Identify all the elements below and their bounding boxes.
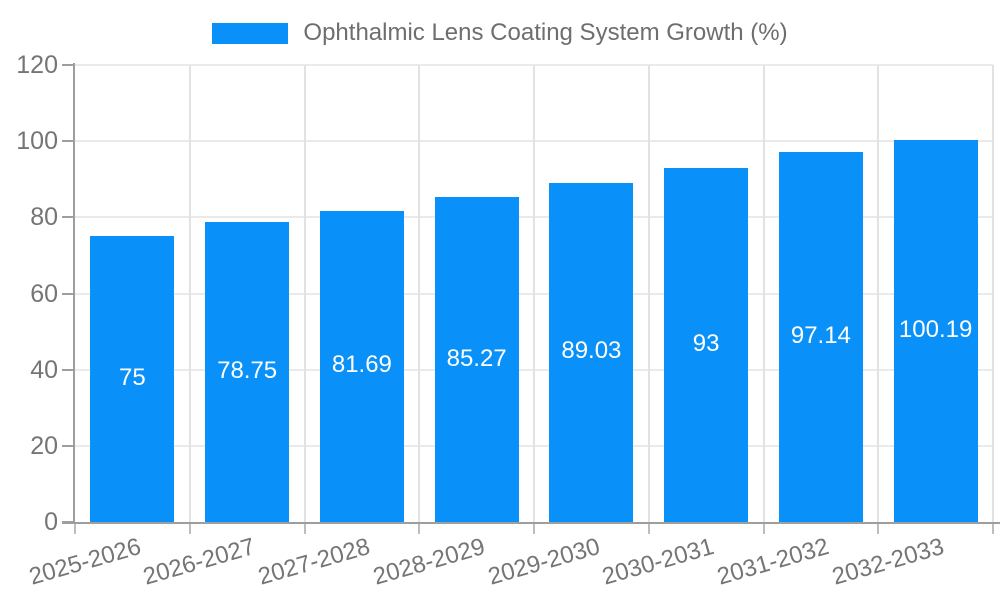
legend-label: Ophthalmic Lens Coating System Growth (%… [303, 19, 788, 46]
y-axis-tick [62, 216, 75, 219]
x-axis-tick [418, 522, 421, 534]
y-axis-tick [62, 140, 75, 143]
bar[interactable] [319, 210, 404, 522]
y-tick-label: 60 [30, 279, 58, 308]
y-axis-line [73, 63, 75, 522]
legend[interactable]: Ophthalmic Lens Coating System Growth (%… [0, 19, 1000, 47]
bar-value-label: 100.19 [898, 316, 973, 344]
gridline-vertical [762, 65, 765, 522]
y-axis-tick [62, 292, 75, 295]
y-tick-label: 40 [30, 355, 58, 384]
bar[interactable] [434, 197, 519, 522]
gridline-vertical [533, 65, 535, 522]
bar-value-label: 81.69 [331, 351, 392, 379]
x-tick-label: 2029-2030 [484, 533, 603, 591]
y-axis-tick [62, 64, 75, 66]
x-tick-label: 2025-2026 [25, 533, 144, 591]
x-axis-line [62, 522, 1000, 524]
x-axis-tick [303, 522, 306, 534]
gridline-vertical [992, 65, 994, 522]
bar-value-label: 75 [119, 364, 146, 392]
gridline-vertical [303, 65, 306, 522]
x-axis-tick [992, 522, 994, 534]
gridline-vertical [418, 65, 421, 522]
bar[interactable] [90, 236, 175, 522]
y-tick-label: 20 [30, 431, 58, 460]
bar-value-label: 97.14 [790, 322, 851, 350]
y-tick-label: 100 [16, 127, 58, 156]
x-tick-label: 2032-2033 [829, 533, 947, 591]
bar[interactable] [778, 152, 863, 522]
bar-value-label: 85.27 [446, 344, 507, 372]
x-axis-tick [647, 522, 650, 534]
bar-value-label: 93 [692, 329, 720, 357]
x-tick-label: 2028-2029 [370, 533, 488, 591]
bar-value-label: 89.03 [561, 337, 622, 365]
gridline-vertical [647, 65, 650, 522]
x-axis-tick [188, 522, 191, 534]
gridline-vertical [188, 65, 191, 522]
x-axis-tick [762, 522, 765, 534]
x-axis-tick [533, 522, 535, 534]
x-tick-label: 2030-2031 [599, 533, 718, 591]
y-axis-tick [62, 444, 75, 447]
legend-swatch-icon [212, 22, 289, 44]
y-axis-tick [62, 368, 75, 371]
x-axis-tick [74, 522, 76, 534]
y-tick-label: 80 [30, 203, 58, 232]
gridline-vertical [877, 65, 880, 522]
y-tick-label: 120 [16, 51, 58, 79]
bar[interactable] [664, 167, 749, 522]
bar[interactable] [549, 182, 634, 522]
x-axis-tick [877, 522, 880, 534]
bar[interactable] [205, 222, 290, 522]
x-tick-label: 2026-2027 [140, 533, 259, 591]
bar[interactable] [893, 140, 978, 522]
x-tick-label: 2031-2032 [714, 533, 833, 591]
bar-value-label: 78.75 [217, 357, 278, 385]
x-tick-label: 2027-2028 [255, 533, 374, 591]
y-tick-label: 0 [44, 508, 58, 536]
